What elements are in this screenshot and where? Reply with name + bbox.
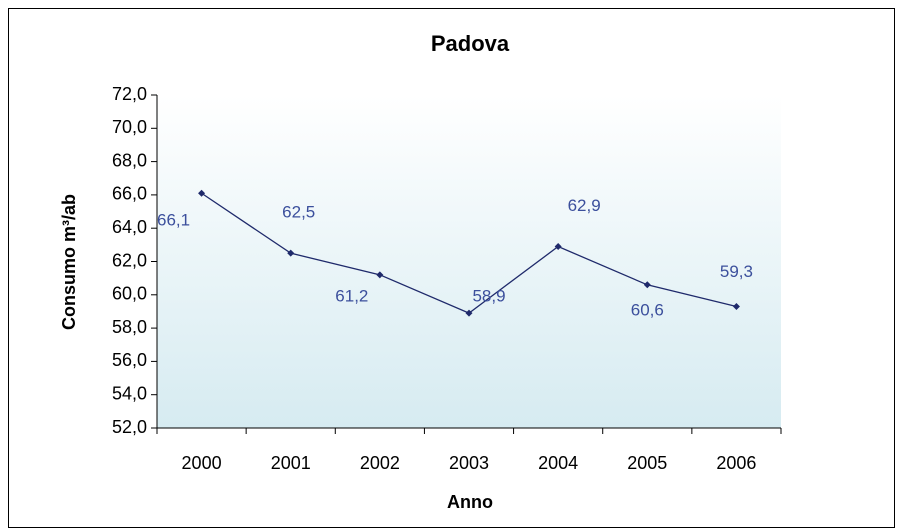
data-label: 58,9 — [472, 287, 505, 306]
data-label: 62,5 — [282, 203, 315, 222]
y-tick-label: 72,0 — [112, 84, 147, 104]
y-tick-label: 64,0 — [112, 217, 147, 237]
data-label: 61,2 — [335, 286, 368, 305]
y-tick-label: 68,0 — [112, 150, 147, 170]
data-point — [287, 249, 295, 257]
y-tick-label: 58,0 — [112, 317, 147, 337]
plot-area — [157, 95, 781, 428]
data-point — [465, 309, 473, 317]
y-tick-label: 54,0 — [112, 383, 147, 403]
y-tick-label: 62,0 — [112, 250, 147, 270]
y-tick-label: 60,0 — [112, 284, 147, 304]
y-tick-label: 70,0 — [112, 117, 147, 137]
data-label: 66,1 — [157, 211, 190, 230]
data-point — [554, 243, 562, 251]
data-point — [198, 189, 206, 197]
x-tick-label: 2001 — [271, 453, 311, 473]
data-point — [643, 281, 651, 289]
x-tick-label: 2003 — [449, 453, 489, 473]
x-tick-label: 2000 — [182, 453, 222, 473]
y-tick-label: 56,0 — [112, 350, 147, 370]
x-tick-label: 2002 — [360, 453, 400, 473]
chart-title: Padova — [431, 31, 510, 56]
data-label: 59,3 — [720, 262, 753, 281]
data-label: 60,6 — [631, 300, 664, 319]
y-tick-label: 66,0 — [112, 184, 147, 204]
x-axis-title: Anno — [447, 492, 493, 512]
data-point — [732, 302, 740, 310]
x-tick-label: 2006 — [716, 453, 756, 473]
x-tick-label: 2005 — [627, 453, 667, 473]
x-tick-label: 2004 — [538, 453, 578, 473]
data-label: 62,9 — [568, 196, 601, 215]
y-tick-label: 52,0 — [112, 417, 147, 437]
data-point — [376, 271, 384, 279]
y-axis-title: Consumo m³/ab — [59, 194, 79, 330]
